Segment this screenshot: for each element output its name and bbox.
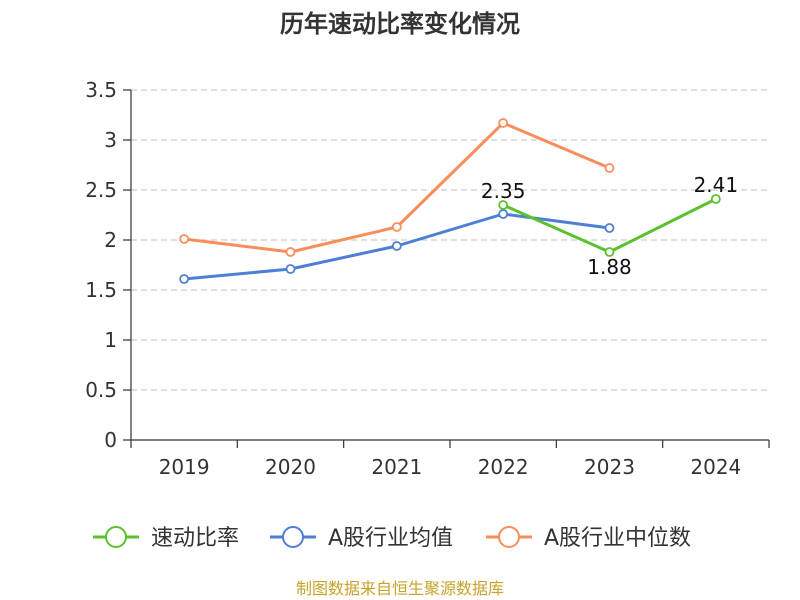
data-label: 2.35: [481, 179, 526, 203]
y-tick-label: 0: [104, 428, 117, 452]
legend-label: A股行业中位数: [544, 526, 691, 551]
data-point[interactable]: [498, 209, 509, 219]
legend-marker-icon: [105, 526, 127, 548]
y-tick-label: 0.5: [85, 378, 117, 402]
x-tick-label: 2023: [584, 455, 635, 479]
data-label: 2.41: [694, 173, 739, 197]
data-point[interactable]: [285, 247, 296, 257]
data-point[interactable]: [604, 223, 615, 233]
data-point[interactable]: [391, 241, 402, 251]
x-tick-label: 2019: [159, 455, 210, 479]
series-line: [183, 121, 611, 254]
source-note: 制图数据来自恒生聚源数据库: [296, 579, 504, 598]
legend-item[interactable]: 速动比率: [93, 526, 239, 551]
data-point[interactable]: [710, 194, 721, 204]
data-point[interactable]: [604, 247, 615, 257]
series-lines: [179, 118, 721, 284]
x-tick-label: 2022: [478, 455, 529, 479]
x-tick-label: 2024: [690, 455, 741, 479]
x-tick-label: 2021: [371, 455, 422, 479]
chart-title: 历年速动比率变化情况: [280, 10, 520, 38]
legend-item[interactable]: A股行业均值: [270, 526, 453, 551]
data-point[interactable]: [391, 222, 402, 232]
legend[interactable]: 速动比率 A股行业均值 A股行业中位数: [93, 526, 691, 551]
data-label: 1.88: [587, 255, 632, 279]
data-point[interactable]: [604, 163, 615, 173]
data-point[interactable]: [179, 274, 190, 284]
legend-label: 速动比率: [151, 526, 239, 551]
data-point[interactable]: [498, 200, 509, 210]
legend-marker-icon: [282, 526, 304, 548]
axes: 0 0.5 1 1.5 2 2.5 3 3.5 2019 2020 2021 2022 2023 2024: [85, 78, 770, 479]
legend-marker-icon: [498, 526, 520, 548]
data-labels: 2.35 1.88 2.41: [481, 173, 738, 279]
y-tick-label: 2: [104, 228, 117, 252]
x-tick-label: 2020: [265, 455, 316, 479]
y-tick-label: 3.5: [85, 78, 117, 102]
grid-lines: [131, 89, 769, 391]
y-tick-label: 3: [104, 128, 117, 152]
y-tick-label: 1.5: [85, 278, 117, 302]
data-point[interactable]: [179, 234, 190, 244]
legend-label: A股行业均值: [328, 526, 453, 551]
y-tick-label: 2.5: [85, 178, 117, 202]
data-point[interactable]: [285, 264, 296, 274]
legend-item[interactable]: A股行业中位数: [486, 526, 691, 551]
data-point[interactable]: [498, 118, 509, 128]
y-tick-label: 1: [104, 328, 117, 352]
